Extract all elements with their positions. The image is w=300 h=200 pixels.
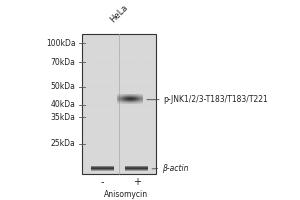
Text: Anisomycin: Anisomycin <box>104 190 148 199</box>
FancyBboxPatch shape <box>82 34 156 174</box>
Text: 50kDa: 50kDa <box>51 82 76 91</box>
Text: 40kDa: 40kDa <box>51 100 76 109</box>
Text: 25kDa: 25kDa <box>51 139 76 148</box>
Text: 35kDa: 35kDa <box>51 113 76 122</box>
Text: -: - <box>101 177 104 187</box>
Text: 70kDa: 70kDa <box>51 58 76 67</box>
Text: β-actin: β-actin <box>162 164 188 173</box>
Text: HeLa: HeLa <box>108 3 130 24</box>
Text: 100kDa: 100kDa <box>46 39 76 48</box>
Text: +: + <box>133 177 141 187</box>
Text: p-JNK1/2/3-T183/T183/T221: p-JNK1/2/3-T183/T183/T221 <box>164 95 268 104</box>
